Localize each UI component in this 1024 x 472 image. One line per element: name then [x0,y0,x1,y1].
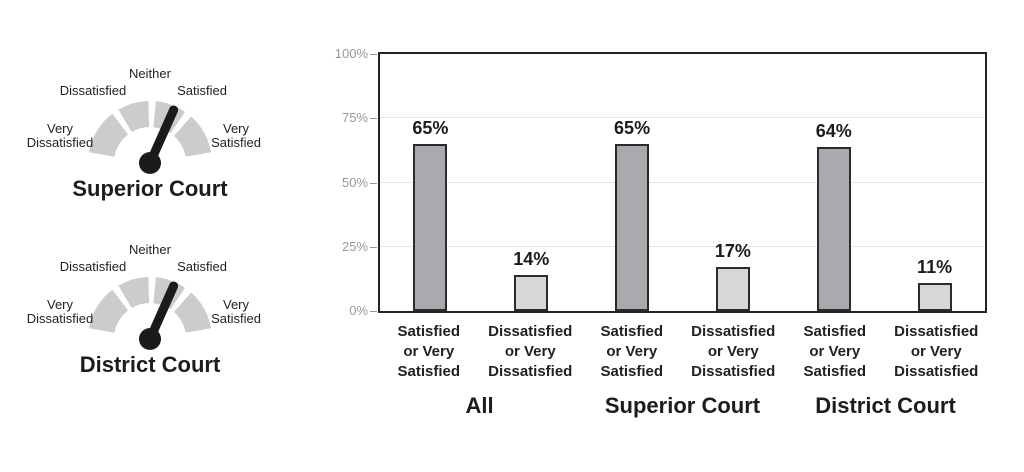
y-tick-mark [370,118,377,120]
gauge-scale-line: Satisfied [211,311,261,326]
bar-category-label: Dissatisfied or Very Dissatisfied [683,322,785,382]
bar-value-label: 17% [714,241,751,261]
y-tick-mark [370,311,377,312]
gauge-scale-line: Very [46,121,73,136]
y-tick-label: 25% [341,238,368,254]
bar-category-label-line: Satisfied [397,363,461,380]
bar-category-label: Satisfied or Very Satisfied [784,322,886,382]
gauge-scale-line: Very [222,297,249,312]
gauge-needle-pivot [139,152,161,174]
gauge-scale-line: Dissatisfied [26,135,94,150]
bar-category-label-line: or Very [910,343,962,360]
y-tick-label: 100% [334,46,368,61]
gauge-dial-icon [88,101,212,174]
gauge-scale-line: Dissatisfied [26,311,94,326]
bar-category-label-line: Dissatisfied [488,363,573,380]
gauge-scale-neither: Neither [129,242,171,257]
gridline [380,117,985,119]
bar-category-label: Satisfied or Very Satisfied [581,322,683,382]
gauge-arc-segment [88,113,129,157]
group-label: Superior Court [604,393,761,418]
gauge-arc-segment [118,101,150,132]
y-tick-label: 75% [341,110,368,126]
gauge-superior-court: Neither Dissatisfied Satisfied Very Diss… [0,48,300,220]
gauge-scale-very-satisfied: Very Satisfied [181,298,291,326]
bar-category-label-line: or Very [504,343,556,360]
bar-category-label-line: Satisfied [600,323,664,340]
bar-satisfied [413,144,447,311]
y-tick-label: 0% [349,303,368,318]
gauge-arc-segment [173,116,212,157]
gauge-scale-line: Satisfied [211,135,261,150]
gauge-needle-pivot [139,328,161,350]
bar-category-label-line: Dissatisfied [691,323,776,340]
bar-category-label-line: Dissatisfied [488,323,573,340]
gauge-scale-dissatisfied: Dissatisfied [59,83,127,98]
gauge-arc-segment [88,289,129,333]
bar-category-label-line: Satisfied [803,363,867,380]
bar-value-label: 65% [614,118,651,138]
gauge-arc-segment [118,277,150,308]
bar-satisfied [817,147,851,311]
gauge-arc-segment [173,292,212,333]
bar-dissatisfied [514,275,548,311]
bar-category-label-line: Dissatisfied [894,323,979,340]
bar-dissatisfied [918,283,952,311]
bar-category-label: Satisfied or Very Satisfied [378,322,480,382]
gridline [380,181,985,183]
gauge-district-court: Neither Dissatisfied Satisfied Very Diss… [0,224,300,396]
group-label: District Court [815,393,956,418]
gauge-title: Superior Court [72,176,228,201]
plot-area: 65% 14% 65% 17% 64% 11% [378,52,987,313]
bar-category-label-line: Satisfied [600,363,664,380]
y-tick-label: 50% [341,174,368,190]
y-tick-mark [370,182,377,184]
gauge-scale-satisfied: Satisfied [177,259,227,274]
gauge-scale-neither: Neither [129,66,171,81]
gauge-scale-line: Very [222,121,249,136]
y-tick-mark [370,246,377,248]
gauge-scale-very-satisfied: Very Satisfied [181,122,291,150]
bar-category-label-line: Satisfied [397,323,461,340]
gauge-title: District Court [79,352,221,377]
gauge-scale-very-dissatisfied: Very Dissatisfied [5,298,115,326]
bar-category-label-line: or Very [403,343,455,360]
bar-dissatisfied [716,267,750,311]
bar-category-label-line: Satisfied [803,323,867,340]
bar-value-label: 65% [412,118,449,138]
bar-category-label: Dissatisfied or Very Dissatisfied [886,322,988,382]
bar-category-label-line: or Very [809,343,861,360]
gridline [380,245,985,247]
bar-value-label: 14% [513,249,550,269]
bar-category-label-line: or Very [707,343,759,360]
y-tick-mark [370,54,377,55]
bar-value-label: 11% [917,257,953,277]
gauge-scale-very-dissatisfied: Very Dissatisfied [5,122,115,150]
gauge-scale-line: Very [46,297,73,312]
gauge-dial-icon [88,277,212,350]
bar-value-label: 64% [815,121,852,141]
bar-category-label-line: Dissatisfied [894,363,979,380]
bar-category-label-line: or Very [606,343,658,360]
bar-category-label: Dissatisfied or Very Dissatisfied [480,322,582,382]
gauge-scale-satisfied: Satisfied [177,83,227,98]
gauge-scale-dissatisfied: Dissatisfied [59,259,127,274]
bar-category-label-line: Dissatisfied [691,363,776,380]
bar-satisfied [615,144,649,311]
group-label: All [465,393,494,418]
